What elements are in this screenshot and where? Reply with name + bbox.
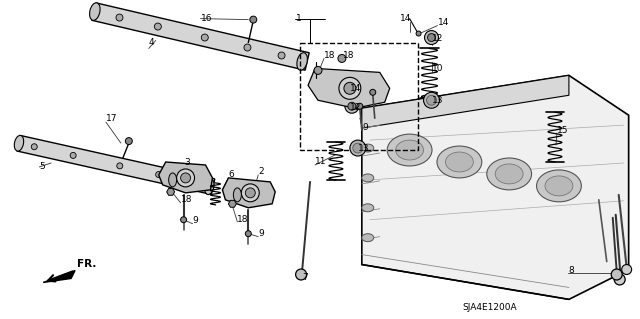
Text: 8: 8 bbox=[568, 266, 573, 275]
Text: 15: 15 bbox=[557, 126, 568, 135]
Circle shape bbox=[614, 274, 625, 285]
Ellipse shape bbox=[437, 146, 482, 178]
Text: 9: 9 bbox=[259, 229, 264, 238]
Circle shape bbox=[370, 89, 376, 95]
Circle shape bbox=[31, 144, 37, 150]
Circle shape bbox=[345, 99, 359, 113]
Circle shape bbox=[202, 34, 208, 41]
Text: 16: 16 bbox=[200, 14, 212, 23]
Text: SJA4E1200A: SJA4E1200A bbox=[462, 303, 516, 312]
Circle shape bbox=[338, 55, 346, 63]
Ellipse shape bbox=[545, 176, 573, 196]
Circle shape bbox=[245, 188, 255, 198]
Text: 11: 11 bbox=[315, 158, 326, 167]
Text: 9: 9 bbox=[193, 216, 198, 225]
Circle shape bbox=[245, 231, 252, 237]
Bar bbox=[300, 42, 417, 150]
Ellipse shape bbox=[396, 140, 424, 160]
Text: 6: 6 bbox=[228, 170, 234, 179]
Circle shape bbox=[125, 137, 132, 145]
Circle shape bbox=[191, 179, 196, 185]
Circle shape bbox=[241, 184, 259, 202]
Polygon shape bbox=[228, 200, 236, 207]
Polygon shape bbox=[44, 271, 75, 282]
Circle shape bbox=[350, 140, 366, 156]
Ellipse shape bbox=[297, 53, 307, 70]
Polygon shape bbox=[223, 178, 275, 208]
Circle shape bbox=[244, 44, 251, 51]
Text: 12: 12 bbox=[431, 34, 443, 43]
Text: 10: 10 bbox=[431, 64, 443, 73]
Circle shape bbox=[70, 152, 76, 159]
Circle shape bbox=[416, 31, 421, 36]
Text: 14: 14 bbox=[399, 14, 411, 23]
Text: 1: 1 bbox=[296, 14, 302, 23]
Circle shape bbox=[621, 264, 632, 274]
Text: 18: 18 bbox=[343, 51, 355, 60]
Ellipse shape bbox=[362, 144, 374, 152]
Ellipse shape bbox=[169, 173, 177, 187]
Polygon shape bbox=[92, 3, 309, 70]
Ellipse shape bbox=[234, 188, 241, 202]
Circle shape bbox=[154, 23, 161, 30]
Circle shape bbox=[339, 78, 361, 99]
Ellipse shape bbox=[90, 3, 100, 20]
Text: 9: 9 bbox=[363, 122, 369, 132]
Circle shape bbox=[426, 95, 436, 105]
Circle shape bbox=[344, 82, 356, 94]
Text: 18: 18 bbox=[324, 51, 335, 60]
Circle shape bbox=[180, 173, 191, 183]
Circle shape bbox=[314, 66, 322, 74]
Ellipse shape bbox=[362, 204, 374, 212]
Text: 13: 13 bbox=[431, 96, 443, 105]
Ellipse shape bbox=[362, 174, 374, 182]
Text: FR.: FR. bbox=[77, 258, 97, 269]
Text: 4: 4 bbox=[148, 38, 154, 47]
Polygon shape bbox=[308, 68, 390, 108]
Circle shape bbox=[250, 16, 257, 23]
Ellipse shape bbox=[14, 135, 24, 151]
Ellipse shape bbox=[536, 170, 581, 202]
Text: 18: 18 bbox=[237, 215, 249, 224]
Circle shape bbox=[424, 92, 440, 108]
Polygon shape bbox=[362, 75, 569, 128]
Circle shape bbox=[180, 217, 187, 223]
Text: 5: 5 bbox=[39, 162, 45, 172]
Text: 3: 3 bbox=[184, 159, 190, 167]
Ellipse shape bbox=[445, 152, 474, 172]
Text: 7: 7 bbox=[302, 273, 308, 282]
Circle shape bbox=[353, 143, 363, 153]
Polygon shape bbox=[166, 189, 175, 195]
Text: 12: 12 bbox=[350, 103, 361, 112]
Circle shape bbox=[156, 172, 162, 177]
Circle shape bbox=[177, 169, 195, 187]
Ellipse shape bbox=[205, 179, 214, 195]
Text: 2: 2 bbox=[259, 167, 264, 176]
Circle shape bbox=[296, 269, 307, 280]
Circle shape bbox=[116, 14, 123, 21]
Ellipse shape bbox=[387, 134, 432, 166]
Text: 18: 18 bbox=[180, 195, 192, 204]
Text: 14: 14 bbox=[438, 18, 449, 27]
Polygon shape bbox=[159, 162, 212, 193]
Circle shape bbox=[278, 52, 285, 59]
Circle shape bbox=[428, 33, 435, 41]
Text: 17: 17 bbox=[106, 114, 117, 123]
Circle shape bbox=[357, 103, 363, 109]
Polygon shape bbox=[362, 75, 628, 300]
Ellipse shape bbox=[495, 164, 523, 184]
Polygon shape bbox=[17, 136, 215, 195]
Circle shape bbox=[611, 269, 622, 280]
Circle shape bbox=[348, 102, 356, 110]
Ellipse shape bbox=[362, 234, 374, 241]
Circle shape bbox=[424, 31, 438, 45]
Ellipse shape bbox=[487, 158, 532, 190]
Text: 14: 14 bbox=[350, 84, 361, 93]
Circle shape bbox=[348, 82, 353, 87]
Text: 13: 13 bbox=[358, 144, 369, 152]
Circle shape bbox=[116, 163, 123, 169]
